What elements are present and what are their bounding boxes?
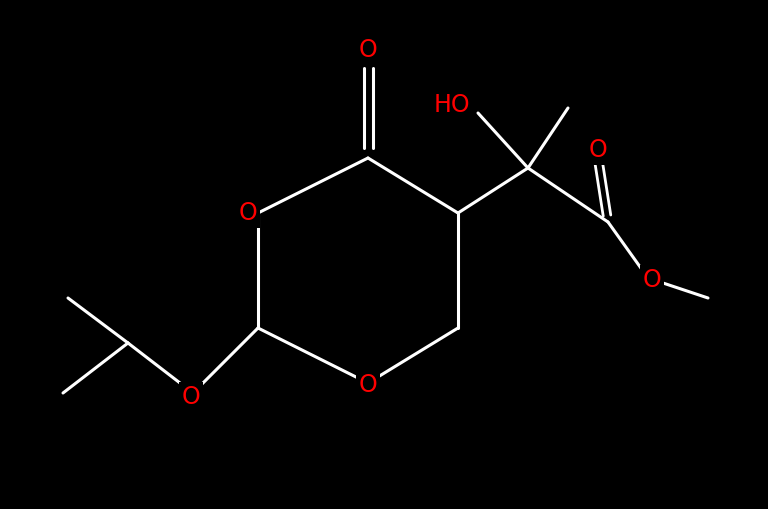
Text: O: O: [239, 201, 257, 225]
Text: HO: HO: [433, 93, 470, 117]
Text: O: O: [359, 373, 377, 397]
Text: O: O: [588, 138, 607, 162]
Text: O: O: [359, 38, 377, 62]
Text: O: O: [643, 268, 661, 292]
Text: O: O: [181, 385, 200, 409]
